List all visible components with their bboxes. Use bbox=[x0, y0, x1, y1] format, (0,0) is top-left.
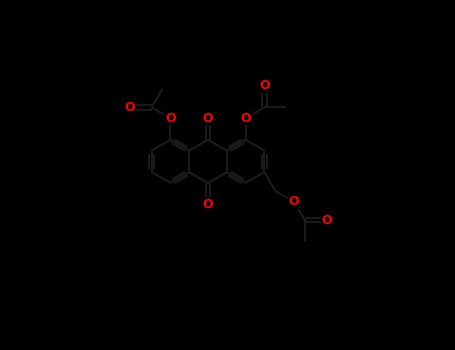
Text: O: O bbox=[321, 214, 332, 227]
Text: O: O bbox=[202, 112, 213, 125]
Text: O: O bbox=[259, 79, 270, 92]
Text: O: O bbox=[165, 112, 176, 125]
Text: O: O bbox=[289, 195, 299, 208]
Text: O: O bbox=[202, 198, 213, 211]
Text: O: O bbox=[125, 101, 135, 114]
Text: O: O bbox=[240, 112, 251, 125]
